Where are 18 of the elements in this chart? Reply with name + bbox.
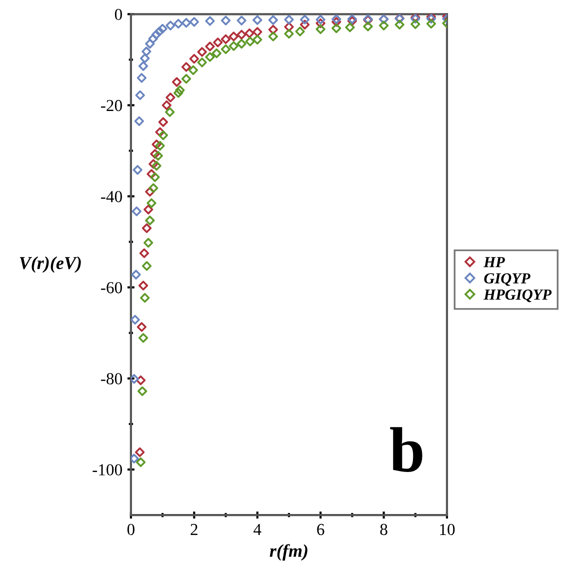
y-tick-label: -80 <box>101 373 122 384</box>
x-tick-label: 6 <box>317 524 324 536</box>
x-tick-label: 10 <box>440 524 455 536</box>
annotation: b <box>390 427 422 472</box>
legend-label: GIQYP <box>484 273 530 286</box>
x-tick-label: 8 <box>380 524 388 536</box>
y-axis-title: V(r)(eV) <box>20 256 81 273</box>
legend-label: HPGIQYP <box>484 289 552 302</box>
x-tick-label: 4 <box>254 524 262 535</box>
x-tick-label: 0 <box>127 524 134 536</box>
y-tick-label: -20 <box>101 100 122 112</box>
y-tick-label: -60 <box>101 282 122 294</box>
legend-label: HP <box>484 257 505 268</box>
x-axis-title: r(fm) <box>270 544 308 561</box>
y-tick-label: -100 <box>92 464 122 476</box>
y-tick-label: 0 <box>114 8 122 20</box>
x-tick-label: 2 <box>190 524 198 535</box>
y-tick-label: -40 <box>101 191 122 202</box>
